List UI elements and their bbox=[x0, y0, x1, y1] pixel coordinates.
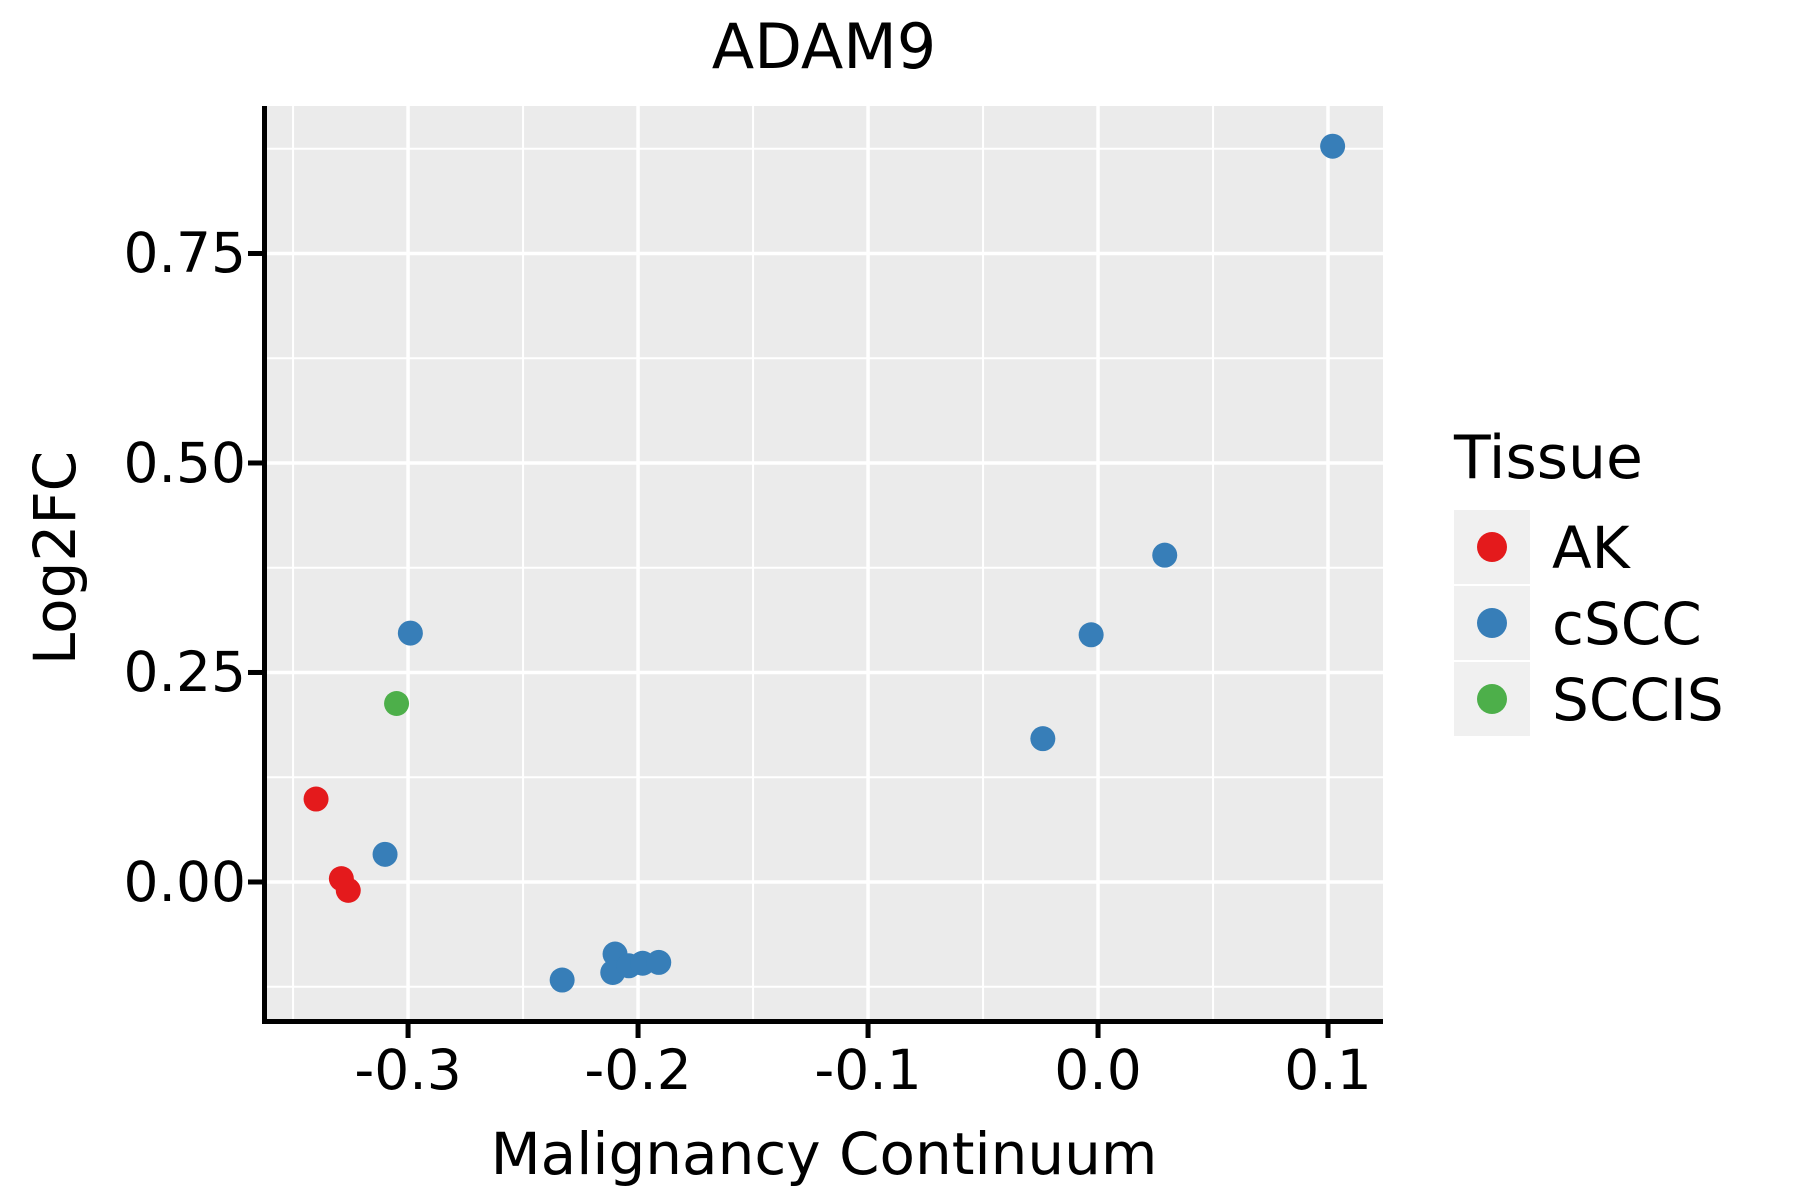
legend-key bbox=[1454, 586, 1530, 660]
x-tick-mark bbox=[405, 1024, 411, 1038]
y-tick-label: 0.00 bbox=[123, 849, 246, 914]
legend-label: AK bbox=[1552, 514, 1630, 582]
data-point-ak bbox=[303, 786, 329, 812]
x-tick-label: -0.3 bbox=[354, 1038, 462, 1102]
legend-dot-icon bbox=[1477, 532, 1507, 562]
x-axis-title: Malignancy Continuum bbox=[490, 1120, 1158, 1188]
data-point-cscc bbox=[1030, 726, 1056, 752]
legend-label: cSCC bbox=[1552, 590, 1702, 658]
x-tick-label: -0.2 bbox=[584, 1038, 692, 1102]
y-tick-label: 0.50 bbox=[123, 430, 246, 495]
legend: Tissue AK cSCC SCCIS bbox=[1454, 422, 1724, 738]
data-point-cscc bbox=[1320, 133, 1346, 159]
legend-item-sccis: SCCIS bbox=[1454, 662, 1724, 738]
x-tick-label: 0.1 bbox=[1284, 1038, 1372, 1102]
x-tick-label: -0.1 bbox=[814, 1038, 922, 1102]
data-point-cscc bbox=[1152, 542, 1178, 568]
x-tick-mark bbox=[1095, 1024, 1101, 1038]
x-tick-mark bbox=[1325, 1024, 1331, 1038]
legend-label: SCCIS bbox=[1552, 666, 1724, 734]
y-tick-label: 0.25 bbox=[123, 640, 246, 705]
data-point-cscc bbox=[1078, 622, 1104, 648]
y-tick-mark bbox=[248, 669, 262, 675]
y-tick-label: 0.75 bbox=[123, 221, 246, 286]
x-tick-mark bbox=[865, 1024, 871, 1038]
data-point-cscc bbox=[372, 841, 398, 867]
legend-key bbox=[1454, 662, 1530, 736]
legend-item-cscc: cSCC bbox=[1454, 586, 1724, 662]
x-axis-spine bbox=[262, 1019, 1383, 1024]
data-point-sccis bbox=[384, 690, 410, 716]
legend-items: AK cSCC SCCIS bbox=[1454, 510, 1724, 738]
legend-dot-icon bbox=[1477, 608, 1507, 638]
legend-dot-icon bbox=[1477, 684, 1507, 714]
panel-background bbox=[265, 106, 1383, 1021]
legend-key bbox=[1454, 510, 1530, 584]
y-axis-spine bbox=[262, 106, 267, 1024]
y-tick-mark bbox=[248, 879, 262, 885]
data-point-cscc bbox=[397, 620, 423, 646]
x-tick-label: 0.0 bbox=[1054, 1038, 1142, 1102]
y-tick-mark bbox=[248, 250, 262, 256]
chart-title: ADAM9 bbox=[711, 10, 937, 83]
data-point-ak bbox=[335, 877, 361, 903]
legend-title: Tissue bbox=[1454, 423, 1643, 493]
data-point-cscc bbox=[646, 949, 672, 975]
data-point-cscc bbox=[549, 967, 575, 993]
y-tick-mark bbox=[248, 460, 262, 466]
legend-item-ak: AK bbox=[1454, 510, 1724, 586]
x-tick-mark bbox=[635, 1024, 641, 1038]
